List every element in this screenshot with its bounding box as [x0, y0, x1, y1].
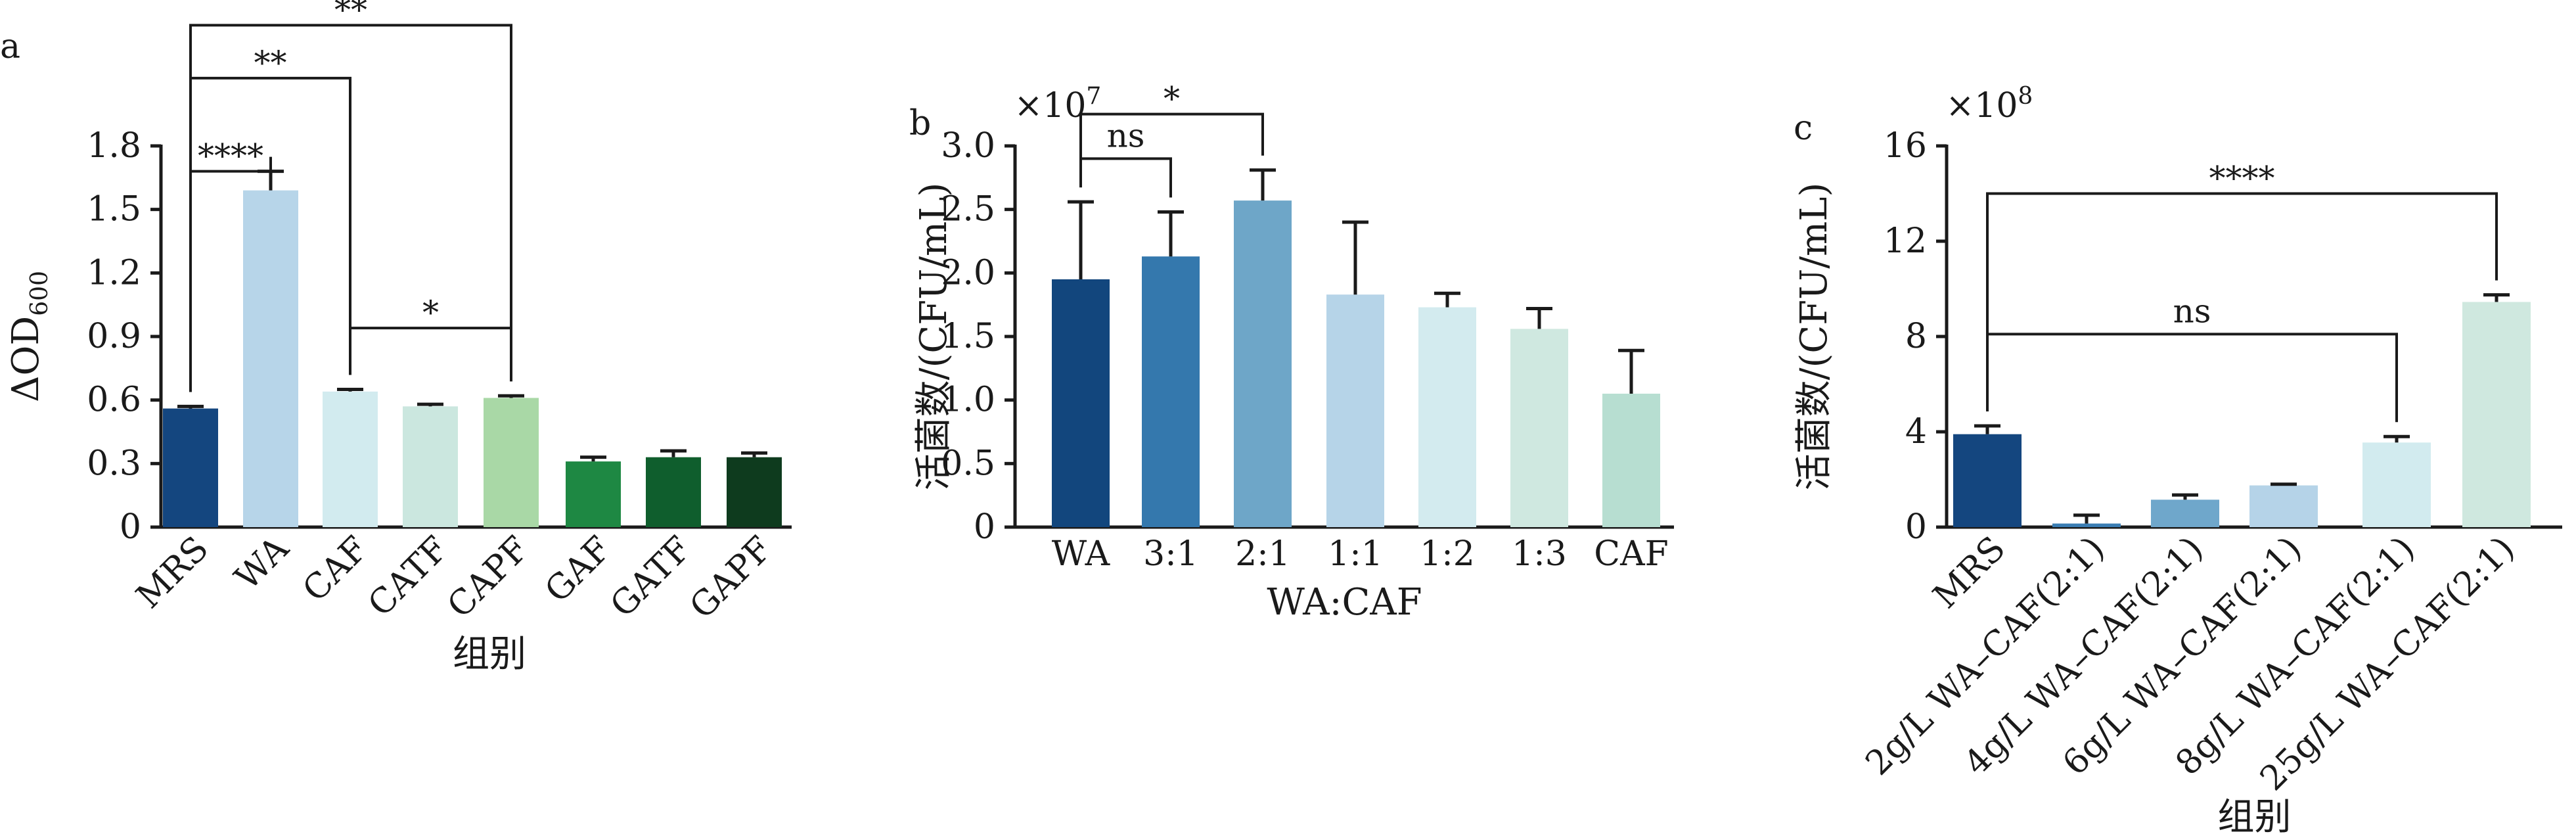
bar: [1510, 329, 1568, 527]
x-tick-label: 1:3: [1512, 534, 1567, 574]
significance-bracket: [1986, 192, 2498, 411]
x-tick-label: 2:1: [1235, 534, 1290, 574]
significance-label: **: [254, 44, 287, 82]
x-tick-label: GAPF: [683, 529, 780, 627]
y-tick-label: 16: [1884, 126, 1927, 166]
bar: [1326, 294, 1384, 527]
bar: [1418, 307, 1476, 527]
y-axis-exponent-power: 8: [2018, 83, 2033, 110]
x-tick-label: MRS: [1926, 529, 2013, 616]
significance-label: ****: [198, 137, 263, 175]
x-tick-label: WA: [227, 528, 297, 598]
x-tick-label: GATF: [603, 529, 699, 625]
x-tick-label: 1:2: [1420, 534, 1475, 574]
bar: [163, 408, 218, 527]
panel-b-chart: b 0 0.5 1.0 1.5 2.0 2.5 3.0 ×107 活菌数/(CFU/mL) WA 3:…: [909, 80, 1674, 624]
x-tick-label: MRS: [129, 529, 216, 616]
y-tick-label: 12: [1884, 221, 1927, 261]
y-axis-title: ΔOD600: [5, 271, 53, 402]
significance-label: **: [334, 0, 367, 29]
bar: [403, 406, 458, 527]
x-axis-title: 组别: [453, 633, 526, 676]
y-tick-label: 0: [120, 507, 141, 547]
bar: [2249, 485, 2318, 527]
y-tick-label: 0.3: [87, 444, 141, 483]
x-tick-label: CAF: [1594, 534, 1668, 574]
y-axis-title: 活菌数/(CFU/mL): [913, 183, 955, 491]
y-tick-label: 1.5: [87, 190, 141, 229]
y-tick-label: 0.5: [941, 444, 995, 483]
y-axis-exponent-power: 7: [1086, 83, 1101, 110]
bar: [243, 190, 298, 528]
significance-label: ****: [2209, 160, 2275, 198]
panel-label: a: [0, 27, 20, 66]
significance-label: *: [422, 294, 439, 332]
y-tick-label: 1.2: [87, 253, 141, 292]
x-axis-title: 组别: [2218, 796, 2292, 836]
bar: [566, 461, 621, 527]
y-tick-label: 1.0: [941, 381, 995, 420]
bar: [727, 457, 782, 527]
x-tick-label: 1:1: [1328, 534, 1383, 574]
y-tick-label: 4: [1905, 412, 1927, 452]
bar: [1602, 394, 1660, 527]
significance-label: ns: [1107, 116, 1145, 154]
y-tick-label: 3.0: [941, 126, 995, 166]
bar: [2052, 523, 2121, 527]
x-tick-label: CATF: [361, 529, 456, 624]
y-axis-title-subscript: 600: [26, 271, 53, 316]
bar: [1142, 256, 1200, 527]
bar: [1052, 279, 1110, 527]
y-tick-label: 2.5: [941, 190, 995, 229]
y-tick-label: 1.8: [87, 126, 141, 166]
y-tick-label: 1.5: [941, 317, 995, 356]
x-tick-label: WA: [1052, 534, 1111, 574]
x-tick-label: 3:1: [1143, 534, 1198, 574]
bar: [1953, 434, 2022, 527]
y-tick-label: 8: [1905, 317, 1927, 356]
y-axis-title: 活菌数/(CFU/mL): [1793, 183, 1836, 491]
y-tick-label: 0: [974, 507, 995, 547]
panel-label: b: [909, 104, 931, 143]
y-tick-label: 0.9: [87, 317, 141, 356]
panel-label: c: [1794, 108, 1813, 148]
significance-label: ns: [2173, 292, 2211, 330]
y-tick-label: 0.6: [87, 381, 141, 420]
significance-bracket: [1079, 157, 1172, 198]
bar: [646, 457, 701, 527]
x-tick-label: CAPF: [440, 529, 537, 626]
significance-bracket: [1079, 112, 1264, 188]
y-axis-exponent: ×107: [1014, 83, 1102, 126]
y-axis-exponent: ×108: [1946, 83, 2033, 126]
bar: [323, 391, 378, 527]
significance-bracket: [349, 327, 512, 382]
significance-label: *: [1164, 80, 1180, 118]
x-axis-title: WA:CAF: [1267, 581, 1422, 624]
significance-bracket: [1986, 333, 2398, 423]
bar: [2462, 302, 2531, 527]
bar: [2151, 499, 2219, 527]
bar: [2362, 442, 2431, 527]
y-tick-label: 2.0: [941, 253, 995, 292]
y-tick-label: 0: [1905, 507, 1927, 547]
significance-bracket: [189, 24, 512, 392]
bar: [484, 398, 539, 527]
bar: [1234, 200, 1292, 527]
